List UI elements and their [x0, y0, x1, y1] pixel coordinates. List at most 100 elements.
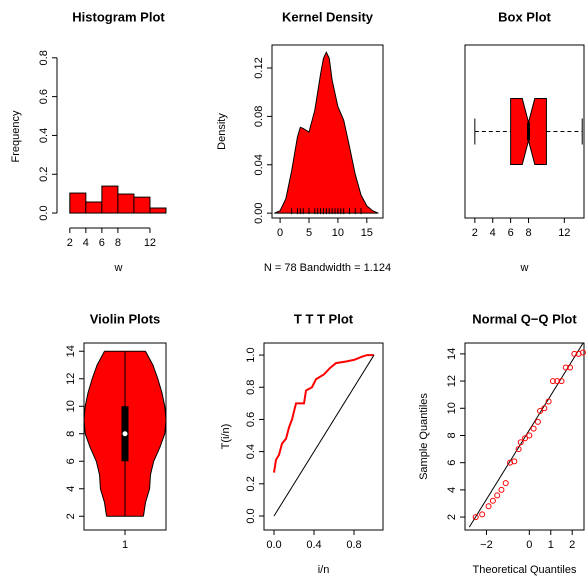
- x-tick-label: 2: [569, 539, 575, 551]
- panel-title: Box Plot: [498, 9, 551, 24]
- x-tick-label: 6: [99, 237, 105, 249]
- median: [122, 431, 128, 437]
- y-tick-label: 8: [65, 431, 77, 437]
- y-tick-label: 10: [446, 402, 458, 414]
- x-tick-label: 2: [472, 227, 478, 239]
- y-tick-label: 0.8: [38, 50, 50, 65]
- point: [545, 398, 552, 405]
- bar: [149, 207, 167, 214]
- y-tick-label: 0.0: [38, 205, 50, 220]
- density-area: [274, 51, 379, 214]
- point: [549, 378, 556, 385]
- y-tick-label: 1.0: [245, 347, 257, 362]
- y-tick-label: 2: [446, 514, 458, 520]
- x-tick-label: 12: [144, 237, 156, 249]
- point: [485, 503, 492, 510]
- y-tick-label: 0.6: [38, 89, 50, 104]
- point: [522, 435, 529, 442]
- x-tick-label: 8: [115, 237, 121, 249]
- x-tick-label: 4: [490, 227, 496, 239]
- point: [571, 350, 578, 357]
- series-line: [273, 354, 375, 517]
- y-tick-label: 0.0: [245, 508, 257, 523]
- y-axis-label: Density: [216, 113, 228, 150]
- x-axis-label: Theoretical Quantiles: [473, 564, 577, 576]
- bar: [69, 192, 87, 214]
- y-tick-label: 6: [65, 458, 77, 464]
- x-tick-label: 0.0: [266, 539, 281, 551]
- x-tick-label: 6: [508, 227, 514, 239]
- x-tick-label: 1: [122, 539, 128, 551]
- point: [494, 492, 501, 499]
- series-line: [273, 354, 374, 473]
- x-tick-label: 0.8: [346, 539, 361, 551]
- point: [558, 378, 565, 385]
- y-tick-label: 0.4: [38, 128, 50, 143]
- panel-title: Kernel Density: [282, 9, 374, 24]
- y-tick-label: 4: [65, 486, 77, 492]
- bar: [117, 193, 135, 214]
- y-tick-label: 2: [65, 513, 77, 519]
- panel-title: T T T Plot: [294, 311, 354, 326]
- y-tick-label: 4: [446, 487, 458, 493]
- point: [472, 514, 479, 521]
- x-axis-label: N = 78 Bandwidth = 1.124: [264, 262, 391, 274]
- y-tick-label: 0.04: [253, 154, 265, 175]
- point: [479, 511, 486, 518]
- y-axis-label: Frequency: [10, 110, 22, 162]
- point: [511, 458, 518, 465]
- y-tick-label: 0.2: [245, 476, 257, 491]
- panel-title: Normal Q−Q Plot: [472, 311, 577, 326]
- violin-right: [142, 351, 167, 517]
- x-axis-label: w: [114, 262, 123, 274]
- x-tick-label: 10: [332, 227, 344, 239]
- y-tick-label: 14: [65, 345, 77, 357]
- x-tick-label: 1: [548, 539, 554, 551]
- y-tick-label: 14: [446, 348, 458, 360]
- point: [502, 480, 509, 487]
- point: [537, 408, 544, 414]
- y-tick-label: 0.08: [253, 106, 265, 127]
- x-tick-label: −2: [480, 539, 493, 551]
- x-tick-label: 0: [277, 227, 283, 239]
- y-tick-label: 10: [65, 400, 77, 412]
- point: [489, 497, 496, 504]
- point: [579, 349, 586, 356]
- point: [530, 425, 537, 432]
- point: [534, 418, 541, 425]
- y-tick-label: 0.2: [38, 167, 50, 182]
- panel-title: Histogram Plot: [72, 9, 165, 24]
- bar: [101, 185, 119, 214]
- y-tick-label: 8: [446, 432, 458, 438]
- y-tick-label: 12: [446, 375, 458, 387]
- point: [541, 405, 548, 412]
- x-tick-label: 12: [558, 227, 570, 239]
- x-tick-label: 0: [526, 539, 532, 551]
- x-axis-label: w: [520, 262, 529, 274]
- point: [517, 439, 524, 446]
- y-tick-label: 0.6: [245, 412, 257, 427]
- panel-title: Violin Plots: [90, 311, 161, 326]
- y-axis-label: T(i/n): [220, 424, 232, 450]
- point: [567, 364, 574, 371]
- x-tick-label: 2: [67, 237, 73, 249]
- bar: [85, 201, 103, 214]
- bar: [133, 196, 151, 214]
- y-tick-label: 6: [446, 460, 458, 466]
- y-tick-label: 0.12: [253, 57, 265, 78]
- x-axis-label: i/n: [318, 564, 330, 576]
- point: [562, 364, 569, 371]
- y-tick-label: 0.00: [253, 202, 265, 223]
- x-tick-label: 4: [83, 237, 89, 249]
- x-tick-label: 0.4: [306, 539, 321, 551]
- y-tick-label: 0.8: [245, 380, 257, 395]
- point: [526, 432, 533, 439]
- violin-left: [83, 351, 108, 517]
- point: [515, 446, 522, 453]
- y-tick-label: 12: [65, 373, 77, 385]
- y-tick-label: 0.4: [245, 444, 257, 459]
- x-tick-label: 5: [306, 227, 312, 239]
- y-axis-label: Sample Quantiles: [418, 393, 430, 480]
- point: [498, 486, 505, 493]
